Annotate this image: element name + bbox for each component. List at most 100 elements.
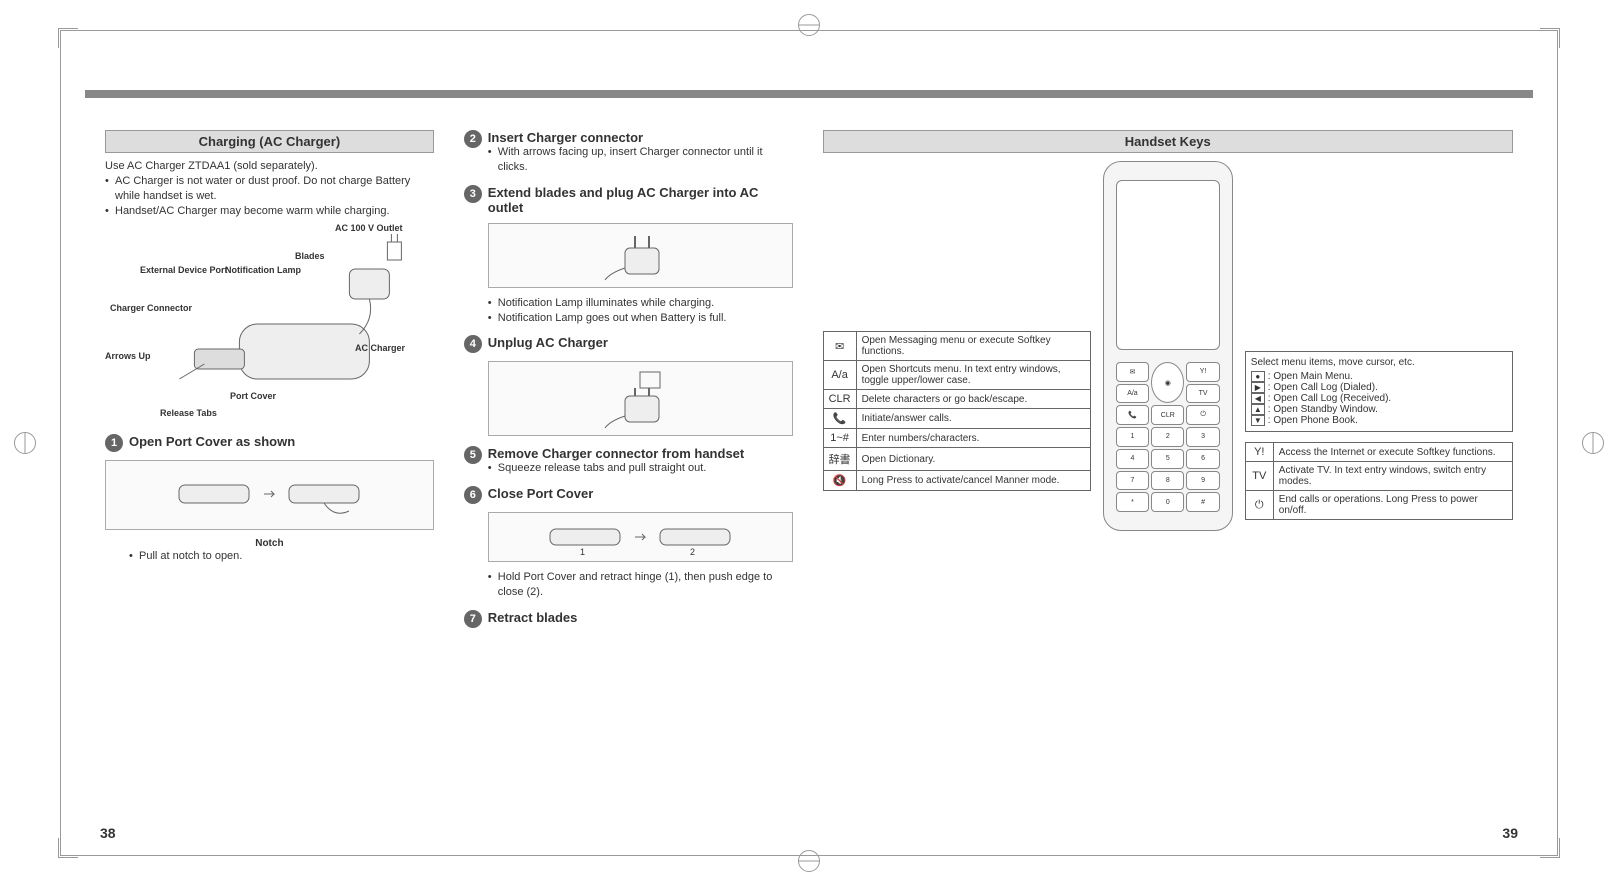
key-desc: Long Press to activate/cancel Manner mod…	[856, 471, 1090, 491]
softkey-yahoo-icon: Y!	[1186, 362, 1219, 382]
charging-bullet: Handset/AC Charger may become warm while…	[105, 204, 434, 219]
nav-pad-icon: ◉	[1151, 362, 1184, 403]
header-bar	[85, 90, 1533, 98]
key-icon: 📞	[823, 409, 856, 429]
digit-key: 7	[1116, 471, 1149, 491]
step-3-note: Notification Lamp goes out when Battery …	[488, 311, 793, 326]
keys-right-wrap: Select menu items, move cursor, etc. ●: …	[1245, 161, 1513, 520]
key-icon: 1~#	[823, 429, 856, 448]
step-3: 3 Extend blades and plug AC Charger into…	[464, 185, 793, 215]
tv-key-icon: TV	[1186, 384, 1219, 404]
table-row: ✉Open Messaging menu or execute Softkey …	[823, 332, 1090, 361]
key-icon: ✉	[823, 332, 856, 361]
key-desc: Enter numbers/characters.	[856, 429, 1090, 448]
step-7: 7 Retract blades	[464, 610, 793, 628]
digit-key: 1	[1116, 427, 1149, 447]
table-row: 🔇Long Press to activate/cancel Manner mo…	[823, 471, 1090, 491]
key-desc: Initiate/answer calls.	[856, 409, 1090, 429]
key-icon: ⏻	[1245, 491, 1273, 520]
label-blades: Blades	[295, 252, 325, 262]
svg-text:1: 1	[580, 547, 585, 557]
table-row: Y!Access the Internet or execute Softkey…	[1245, 443, 1512, 462]
side-mark	[10, 428, 40, 458]
step-1-title: Open Port Cover as shown	[129, 434, 434, 449]
digit-key: 2	[1151, 427, 1184, 447]
port-cover-diagram	[105, 460, 434, 530]
cursor-desc: : Open Main Menu.	[1268, 371, 1353, 382]
digit-key: 6	[1186, 449, 1219, 469]
phone-illustration: ✉ ◉ Y! A/a TV 📞 CLR ⏻ 1 2 3 4 5 6	[1103, 161, 1233, 531]
cursor-item: ▶: Open Call Log (Dialed).	[1251, 382, 1507, 393]
key-icon: CLR	[823, 390, 856, 409]
label-notch: Notch	[105, 538, 434, 549]
label-charger-conn: Charger Connector	[110, 304, 192, 314]
page-number-left: 38	[100, 825, 116, 841]
close-cover-diagram: 1 2	[488, 512, 793, 562]
cursor-desc: : Open Call Log (Dialed).	[1268, 382, 1378, 393]
key-desc: Delete characters or go back/escape.	[856, 390, 1090, 409]
digit-key: 0	[1151, 492, 1184, 512]
step-2-title: Insert Charger connector	[488, 130, 793, 145]
label-arrows-up: Arrows Up	[105, 352, 151, 362]
step-6: 6 Close Port Cover	[464, 486, 793, 504]
cursor-icon: ◀	[1251, 393, 1265, 404]
cursor-desc: : Open Standby Window.	[1268, 404, 1378, 415]
table-row: CLRDelete characters or go back/escape.	[823, 390, 1090, 409]
charging-header: Charging (AC Charger)	[105, 130, 434, 153]
step-5: 5 Remove Charger connector from handset …	[464, 446, 793, 476]
cursor-icon: ●	[1251, 371, 1265, 382]
content-area: Charging (AC Charger) Use AC Charger ZTD…	[105, 130, 1513, 816]
label-ac-outlet: AC 100 V Outlet	[335, 224, 403, 234]
step-3-title: Extend blades and plug AC Charger into A…	[488, 185, 793, 215]
handset-keys-header: Handset Keys	[823, 130, 1513, 153]
cursor-desc: : Open Phone Book.	[1268, 415, 1358, 426]
column-handset-keys: Handset Keys ✉Open Messaging menu or exe…	[823, 130, 1513, 816]
svg-text:2: 2	[690, 547, 695, 557]
cursor-item: ●: Open Main Menu.	[1251, 371, 1507, 382]
table-row: TVActivate TV. In text entry windows, sw…	[1245, 462, 1512, 491]
step-1: 1 Open Port Cover as shown	[105, 434, 434, 452]
digit-key: 8	[1151, 471, 1184, 491]
key-icon: Y!	[1245, 443, 1273, 462]
step-3-note: Notification Lamp illuminates while char…	[488, 296, 793, 311]
step-number-icon: 6	[464, 486, 482, 504]
power-key-icon: ⏻	[1186, 405, 1219, 425]
cursor-intro: Select menu items, move cursor, etc.	[1251, 357, 1507, 368]
column-charging: Charging (AC Charger) Use AC Charger ZTD…	[105, 130, 434, 816]
label-ext-port: External Device Port	[140, 266, 228, 276]
shortcut-key-icon: A/a	[1116, 384, 1149, 404]
unplug-diagram	[488, 361, 793, 436]
step-4: 4 Unplug AC Charger	[464, 335, 793, 353]
clear-key-icon: CLR	[1151, 405, 1184, 425]
step-number-icon: 1	[105, 434, 123, 452]
step-number-icon: 3	[464, 185, 482, 203]
charging-intro: Use AC Charger ZTDAA1 (sold separately).	[105, 159, 434, 174]
cursor-icon: ▲	[1251, 404, 1265, 415]
key-desc: Access the Internet or execute Softkey f…	[1273, 443, 1512, 462]
phone-screen	[1116, 180, 1220, 350]
table-row: ⏻End calls or operations. Long Press to …	[1245, 491, 1512, 520]
page-number-right: 39	[1502, 825, 1518, 841]
plug-diagram	[488, 223, 793, 288]
step-number-icon: 2	[464, 130, 482, 148]
label-port-cover: Port Cover	[230, 392, 276, 402]
step-5-note: Squeeze release tabs and pull straight o…	[488, 461, 793, 476]
step-number-icon: 7	[464, 610, 482, 628]
table-row: A/aOpen Shortcuts menu. In text entry wi…	[823, 361, 1090, 390]
keys-left-table-wrap: ✉Open Messaging menu or execute Softkey …	[823, 331, 1091, 491]
cursor-item: ▲: Open Standby Window.	[1251, 404, 1507, 415]
keys-left-table: ✉Open Messaging menu or execute Softkey …	[823, 331, 1091, 491]
star-key: *	[1116, 492, 1149, 512]
key-desc: Open Messaging menu or execute Softkey f…	[856, 332, 1090, 361]
keys-right-table: Y!Access the Internet or execute Softkey…	[1245, 442, 1513, 520]
digit-key: 5	[1151, 449, 1184, 469]
column-steps: 2 Insert Charger connector With arrows f…	[464, 130, 793, 816]
cursor-desc: : Open Call Log (Received).	[1268, 393, 1391, 404]
charger-diagram: AC 100 V Outlet Blades External Device P…	[105, 224, 434, 424]
label-release-tabs: Release Tabs	[160, 409, 217, 419]
step-6-title: Close Port Cover	[488, 486, 793, 501]
step-6-note: Hold Port Cover and retract hinge (1), t…	[488, 570, 793, 600]
table-row: 1~#Enter numbers/characters.	[823, 429, 1090, 448]
step-5-title: Remove Charger connector from handset	[488, 446, 793, 461]
cursor-item: ▼: Open Phone Book.	[1251, 415, 1507, 426]
